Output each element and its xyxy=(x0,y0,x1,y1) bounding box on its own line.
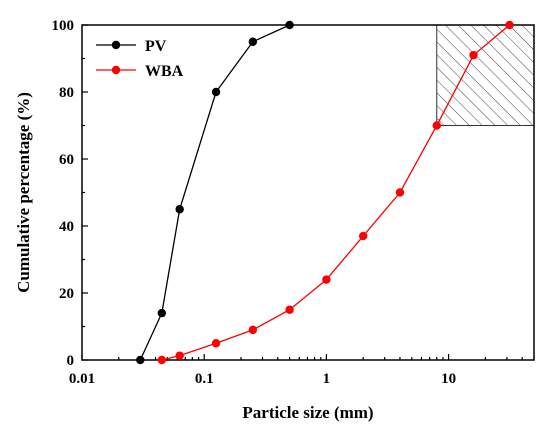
data-point-wba xyxy=(469,50,478,60)
data-point-wba xyxy=(322,275,331,284)
data-point-wba xyxy=(211,339,221,348)
y-tick-label: 80 xyxy=(59,85,74,101)
data-point-pv xyxy=(157,308,167,318)
data-point-wba xyxy=(157,355,167,365)
y-tick-label: 100 xyxy=(52,18,75,34)
data-point-pv xyxy=(136,355,145,365)
data-point-wba xyxy=(395,188,405,197)
data-point-wba xyxy=(358,231,368,241)
y-tick-label: 20 xyxy=(59,286,74,302)
legend-marker-wba xyxy=(111,65,121,75)
y-tick-label: 40 xyxy=(59,219,74,235)
data-point-pv xyxy=(211,87,221,97)
legend-label-pv: PV xyxy=(145,38,167,55)
data-point-wba xyxy=(248,325,258,335)
shaded-region xyxy=(436,24,535,126)
data-point-wba xyxy=(175,351,184,360)
x-tick-label: 0.01 xyxy=(69,371,95,387)
data-point-wba xyxy=(285,305,294,314)
x-tick-label: 1 xyxy=(323,371,331,387)
data-point-pv xyxy=(285,20,294,30)
y-tick-label: 60 xyxy=(59,152,74,168)
y-tick-label: 0 xyxy=(67,353,75,369)
data-point-pv xyxy=(248,37,258,46)
data-point-wba xyxy=(432,121,441,130)
data-point-wba xyxy=(505,20,514,30)
series-line-pv xyxy=(139,24,290,361)
y-axis-title: Cumulative percentage (%) xyxy=(14,92,33,293)
legend-marker-pv xyxy=(111,40,121,50)
x-tick-label: 10 xyxy=(441,371,456,387)
legend-label-wba: WBA xyxy=(145,63,184,80)
x-axis-title: Particle size (mm) xyxy=(242,403,373,422)
data-point-pv xyxy=(175,205,184,214)
x-tick-label: 0.1 xyxy=(195,371,214,387)
